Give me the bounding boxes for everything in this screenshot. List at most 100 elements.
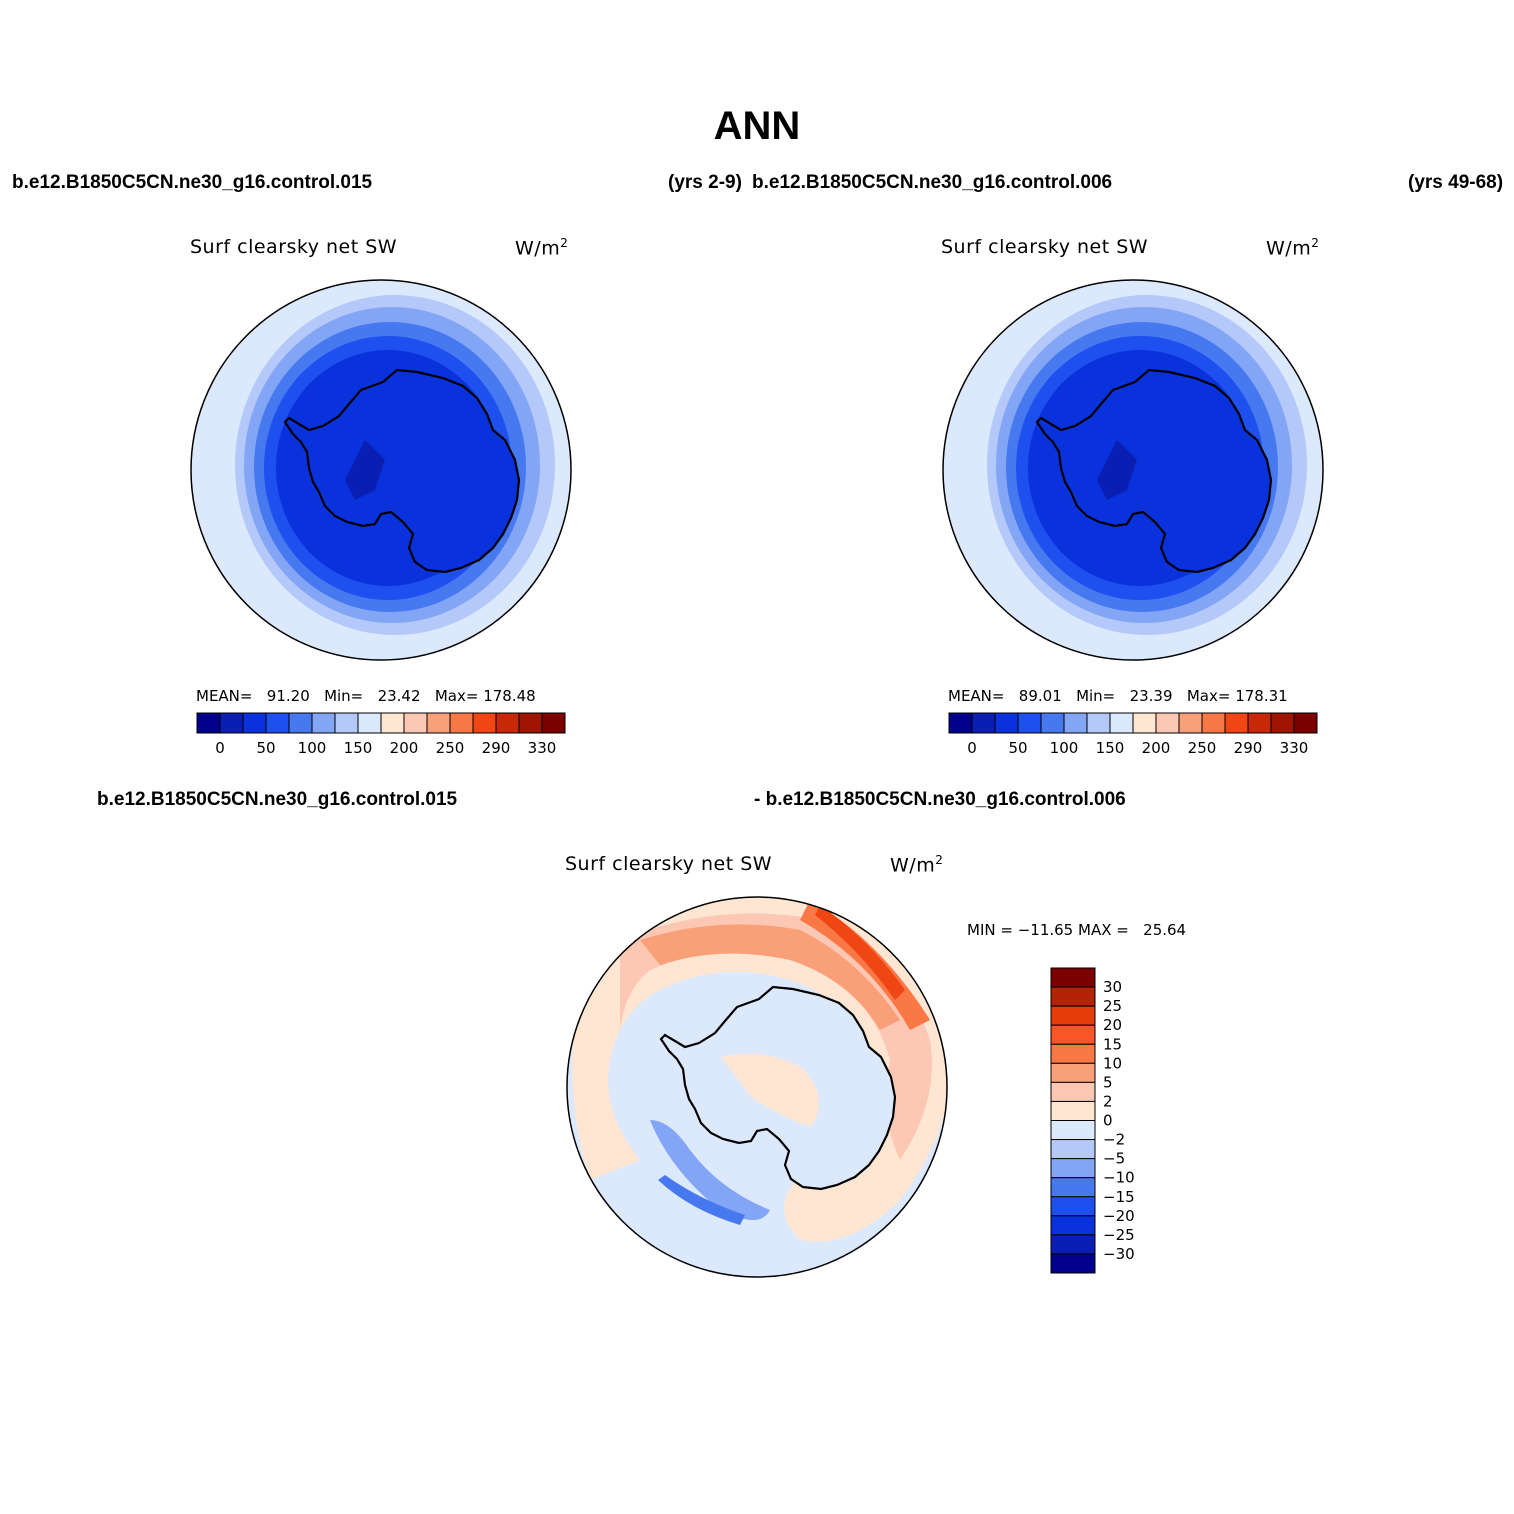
panel3-colorbar-tick-label: 20: [1103, 1016, 1122, 1034]
panel2-colorbar-swatch: [1109, 712, 1134, 734]
case-left-label: b.e12.B1850C5CN.ne30_g16.control.015: [12, 172, 373, 193]
panel3-map: [567, 897, 947, 1277]
panel1-colorbar-tick-label: 50: [256, 739, 275, 757]
panel2-colorbar-tick-label: 150: [1096, 739, 1125, 757]
panel1-colorbar-swatch: [242, 712, 267, 734]
panel2-map: [943, 280, 1323, 660]
panel3-colorbar-tick-label: 0: [1103, 1112, 1113, 1130]
panel2-colorbar-swatch: [1086, 712, 1111, 734]
panel3-colorbar-swatch: [1050, 1215, 1096, 1236]
panel3-colorbar-swatch: [1050, 1234, 1096, 1255]
panel1-colorbar-tick-label: 150: [344, 739, 373, 757]
panel1-stats: MEAN= 91.20 Min= 23.42 Max= 178.48: [196, 687, 536, 705]
panel3-colorbar-swatch: [1050, 1120, 1096, 1141]
panel3-colorbar-tick-label: 30: [1103, 978, 1122, 996]
panel2-colorbar-swatch: [1178, 712, 1203, 734]
panel1-colorbar-swatch: [311, 712, 336, 734]
panel1-colorbar-tick-label: 330: [528, 739, 557, 757]
panel2-colorbar-tick-label: 290: [1234, 739, 1263, 757]
panel3-stats: MIN = −11.65 MAX = 25.64: [967, 921, 1187, 939]
panel3-colorbar-tick-label: 2: [1103, 1092, 1113, 1110]
panel3-colorbar-swatch: [1050, 1024, 1096, 1045]
panel1-colorbar-swatch: [426, 712, 451, 734]
diff-left-label: b.e12.B1850C5CN.ne30_g16.control.015: [97, 789, 458, 810]
panel2-colorbar-swatch: [1132, 712, 1157, 734]
diff-right-label: - b.e12.B1850C5CN.ne30_g16.control.006: [754, 789, 1126, 810]
panel3-colorbar-tick-label: −5: [1103, 1150, 1125, 1168]
panel3-colorbar-tick-label: −15: [1103, 1188, 1135, 1206]
panel3-colorbar-tick-label: 25: [1103, 997, 1122, 1015]
panel3-colorbar-swatch: [1050, 1005, 1096, 1026]
panel2-colorbar-tick-label: 100: [1050, 739, 1079, 757]
panel3-colorbar-tick-label: −2: [1103, 1131, 1125, 1149]
panel1-colorbar-swatch: [541, 712, 566, 734]
yrs-right-label: (yrs 49-68): [1408, 172, 1504, 193]
panel2-colorbar-tick-label: 200: [1142, 739, 1171, 757]
panel3-colorbar-swatch: [1050, 1100, 1096, 1121]
panel2-units: W/m2: [1266, 236, 1320, 260]
panel3-colorbar-swatch: [1050, 986, 1096, 1007]
panel1-colorbar-swatch: [495, 712, 520, 734]
yrs-left-label: (yrs 2-9): [668, 172, 742, 193]
panel1-colorbar-tick-label: 200: [390, 739, 419, 757]
panel3-antarctica: [659, 985, 897, 1191]
panel1-colorbar-swatch: [219, 712, 244, 734]
panel3-variable: Surf clearsky net SW: [565, 853, 773, 875]
panel3-colorbar-swatch: [1050, 1139, 1096, 1160]
panel2-colorbar: 0 50 100 150 200 250 290 330: [948, 712, 1318, 757]
panel1-map-border: [190, 279, 572, 661]
panel1-variable: Surf clearsky net SW: [190, 236, 398, 258]
panel3-colorbar-tick-label: 15: [1103, 1035, 1122, 1053]
panel3-colorbar-swatch: [1050, 1177, 1096, 1198]
panel2-variable: Surf clearsky net SW: [941, 236, 1149, 258]
panel2-colorbar-tick-label: 0: [967, 739, 977, 757]
panel2-colorbar-swatch: [1063, 712, 1088, 734]
panel2-colorbar-swatch: [1224, 712, 1249, 734]
panel3-colorbar-swatch: [1050, 1081, 1096, 1102]
panel3-units: W/m2: [890, 853, 944, 877]
panel1-colorbar-tick-label: 290: [482, 739, 511, 757]
panel1-colorbar-swatch: [518, 712, 543, 734]
panel3-colorbar-tick-label: 5: [1103, 1073, 1113, 1091]
panel1-colorbar-tick-label: 0: [215, 739, 225, 757]
panel2-colorbar-swatch: [1270, 712, 1295, 734]
panel2-colorbar-swatch: [1017, 712, 1042, 734]
panel3-colorbar-tick-label: −20: [1103, 1207, 1135, 1225]
panel3-colorbar-tick-label: 10: [1103, 1054, 1122, 1072]
panel1-colorbar-swatch: [449, 712, 474, 734]
panel3-colorbar-swatch: [1050, 1062, 1096, 1083]
panel2-map-border: [942, 279, 1324, 661]
panel1-colorbar: 0 50 100 150 200 250 290 330: [196, 712, 566, 757]
panel2-colorbar-tick-label: 250: [1188, 739, 1217, 757]
panel3-colorbar-tick-label: −25: [1103, 1226, 1135, 1244]
panel1-colorbar-swatch: [403, 712, 428, 734]
panel3-colorbar-tick-label: −30: [1103, 1245, 1135, 1263]
panel2-colorbar-swatch: [1155, 712, 1180, 734]
panel3-colorbar-swatch: [1050, 1196, 1096, 1217]
panel2-colorbar-swatch: [971, 712, 996, 734]
panel3-colorbar-tick-label: −10: [1103, 1169, 1135, 1187]
panel3-colorbar-swatch: [1050, 1158, 1096, 1179]
main-title: ANN: [713, 104, 801, 148]
panel1-colorbar-swatch: [288, 712, 313, 734]
panel3-colorbar-swatch: [1050, 967, 1096, 988]
panel2-colorbar-tick-label: 330: [1280, 739, 1309, 757]
panel1-colorbar-tick-label: 100: [298, 739, 327, 757]
panel2-colorbar-swatch: [1201, 712, 1226, 734]
panel1-colorbar-swatch: [472, 712, 497, 734]
panel3-colorbar-swatch: [1050, 1043, 1096, 1064]
panel2-colorbar-swatch: [1293, 712, 1318, 734]
panel1-antarctica: [283, 368, 521, 574]
panel2-colorbar-swatch: [1247, 712, 1272, 734]
case-right-label: b.e12.B1850C5CN.ne30_g16.control.006: [752, 172, 1113, 193]
panel1-colorbar-swatch: [265, 712, 290, 734]
panel1-colorbar-swatch: [380, 712, 405, 734]
panel2-colorbar-swatch: [1040, 712, 1065, 734]
panel3-map-border: [566, 896, 948, 1278]
panel1-units: W/m2: [515, 236, 569, 260]
panel2-stats: MEAN= 89.01 Min= 23.39 Max= 178.31: [948, 687, 1288, 705]
panel1-colorbar-swatch: [196, 712, 221, 734]
panel3-colorbar-swatch: [1050, 1253, 1096, 1274]
